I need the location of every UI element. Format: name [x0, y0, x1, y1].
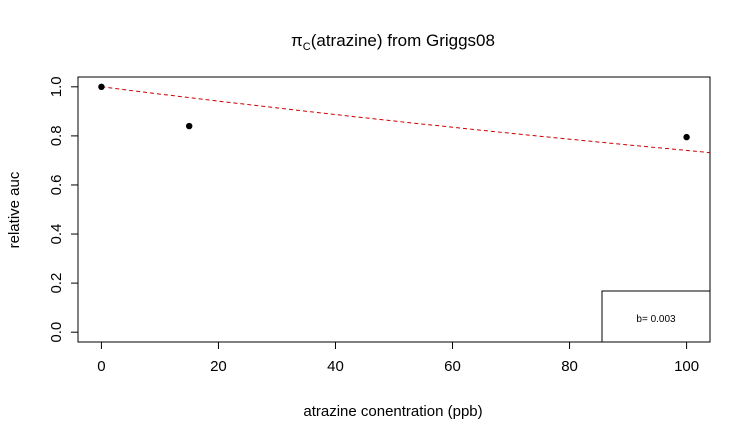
data-points [98, 83, 690, 141]
x-tick-label: 60 [444, 358, 461, 375]
chart-title: πC(atrazine) from Griggs08 [291, 31, 495, 53]
y-tick-label: 1.0 [48, 76, 65, 97]
data-point [683, 133, 690, 141]
fit-line [101, 86, 711, 154]
y-axis: 0.0 0.2 0.4 0.6 0.8 1.0 [48, 76, 79, 343]
y-tick-label: 0.2 [48, 273, 65, 294]
data-point [98, 83, 105, 91]
x-axis: 0 20 40 60 80 100 [97, 341, 699, 375]
x-tick-label: 80 [561, 358, 578, 375]
y-tick-label: 0.8 [48, 125, 65, 146]
y-tick-label: 0.6 [48, 175, 65, 196]
y-axis-title: relative auc [6, 171, 23, 248]
x-tick-label: 0 [97, 358, 105, 375]
y-tick-label: 0.0 [48, 322, 65, 343]
x-tick-label: 40 [327, 358, 344, 375]
legend-text: b= 0.003 [636, 314, 676, 325]
title-pi: π [291, 31, 303, 50]
title-subscript: C [303, 41, 311, 53]
data-point [185, 122, 193, 130]
x-tick-label: 20 [210, 358, 227, 375]
y-tick-label: 0.4 [48, 224, 65, 245]
legend-box [601, 290, 711, 343]
x-tick-label: 100 [674, 358, 699, 375]
x-axis-title: atrazine conentration (ppb) [303, 403, 482, 420]
title-suffix: (atrazine) from Griggs08 [311, 31, 495, 50]
